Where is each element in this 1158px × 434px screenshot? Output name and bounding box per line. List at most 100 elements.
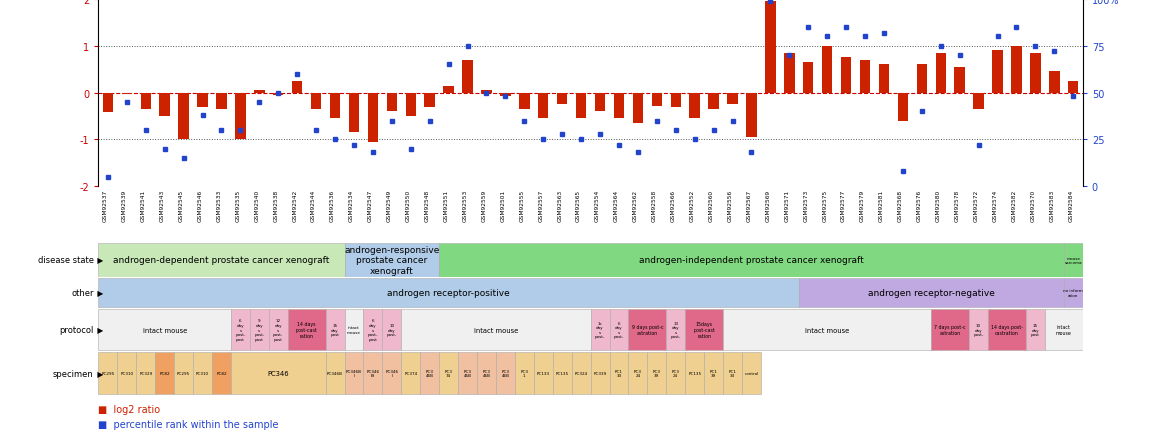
- Bar: [477, 352, 496, 394]
- Text: no inform
ation: no inform ation: [1063, 289, 1083, 297]
- Bar: [609, 352, 629, 394]
- Text: androgen-dependent prostate cancer xenograft: androgen-dependent prostate cancer xenog…: [113, 256, 330, 265]
- Text: GSM92579: GSM92579: [860, 189, 865, 222]
- Text: specimen: specimen: [53, 369, 94, 378]
- Text: GSM92580: GSM92580: [936, 189, 940, 222]
- Text: intact
mouse: intact mouse: [347, 326, 361, 334]
- Text: PC346
BI: PC346 BI: [366, 369, 380, 378]
- Text: GSM92539: GSM92539: [122, 189, 127, 222]
- Bar: [704, 352, 723, 394]
- Text: PC135: PC135: [556, 371, 569, 375]
- Text: GSM92572: GSM92572: [974, 189, 979, 222]
- Bar: [178, 93, 189, 140]
- Text: GSM92566: GSM92566: [670, 189, 676, 221]
- Text: GSM92578: GSM92578: [954, 189, 960, 222]
- Text: ■  log2 ratio: ■ log2 ratio: [98, 404, 161, 414]
- Text: 6
day
s
post-
post: 6 day s post- post: [235, 319, 245, 341]
- Bar: [988, 309, 1026, 351]
- Bar: [174, 352, 193, 394]
- Text: GSM92567: GSM92567: [747, 189, 752, 221]
- Bar: [212, 352, 230, 394]
- Text: PC339: PC339: [593, 371, 607, 375]
- Text: GSM92559: GSM92559: [482, 189, 486, 222]
- Text: PC329: PC329: [139, 371, 153, 375]
- Text: GSM92554: GSM92554: [595, 189, 600, 222]
- Bar: [1031, 54, 1041, 93]
- Text: 9 days post-c
astration: 9 days post-c astration: [631, 325, 664, 335]
- Bar: [632, 93, 643, 124]
- Bar: [496, 352, 515, 394]
- Text: PC3
74: PC3 74: [445, 369, 453, 378]
- Bar: [1045, 309, 1083, 351]
- Bar: [879, 65, 889, 93]
- Text: PC346
I: PC346 I: [386, 369, 398, 378]
- Bar: [670, 93, 681, 107]
- Text: GSM92569: GSM92569: [765, 189, 770, 221]
- Bar: [103, 93, 113, 113]
- Text: GSM92541: GSM92541: [141, 189, 146, 221]
- Text: intact mouse: intact mouse: [805, 327, 849, 333]
- Text: other: other: [72, 289, 94, 297]
- Text: GSM92581: GSM92581: [879, 189, 884, 221]
- Text: 1c
day
s
post-: 1c day s post-: [595, 321, 606, 339]
- Bar: [459, 352, 477, 394]
- Text: PC3
1: PC3 1: [520, 369, 528, 378]
- Text: androgen-independent prostate cancer xenograft: androgen-independent prostate cancer xen…: [639, 256, 864, 265]
- Text: PC3
24: PC3 24: [633, 369, 642, 378]
- Text: GSM92557: GSM92557: [538, 189, 543, 222]
- Text: 6
day
s
post-
post: 6 day s post- post: [368, 319, 378, 341]
- Bar: [897, 93, 908, 121]
- Bar: [197, 93, 207, 107]
- Text: PC374: PC374: [404, 371, 417, 375]
- Bar: [269, 309, 287, 351]
- Text: PC1
39: PC1 39: [710, 369, 718, 378]
- Bar: [140, 93, 151, 110]
- Bar: [723, 309, 931, 351]
- Bar: [364, 352, 382, 394]
- Bar: [802, 63, 813, 93]
- Text: PC3
46B: PC3 46B: [426, 369, 434, 378]
- Text: 10
day
post-: 10 day post-: [974, 323, 984, 336]
- Bar: [444, 86, 454, 93]
- Bar: [345, 352, 364, 394]
- Text: GSM92560: GSM92560: [709, 189, 713, 221]
- Text: GSM92546: GSM92546: [198, 189, 203, 221]
- Bar: [137, 352, 155, 394]
- Text: ▶: ▶: [95, 289, 103, 297]
- Bar: [614, 93, 624, 119]
- Text: androgen receptor-positive: androgen receptor-positive: [387, 289, 510, 297]
- Bar: [709, 93, 719, 110]
- Text: 15
day
post: 15 day post: [330, 323, 339, 336]
- Text: 14 days
post-cast
ration: 14 days post-cast ration: [295, 322, 317, 338]
- Bar: [217, 93, 227, 110]
- Bar: [310, 93, 321, 110]
- Bar: [534, 352, 552, 394]
- Bar: [439, 244, 1064, 277]
- Text: PC82: PC82: [217, 371, 227, 375]
- Text: PC133: PC133: [536, 371, 550, 375]
- Text: GSM92556: GSM92556: [727, 189, 733, 221]
- Bar: [500, 93, 511, 97]
- Bar: [666, 309, 686, 351]
- Bar: [98, 278, 799, 308]
- Bar: [439, 352, 459, 394]
- Bar: [382, 352, 402, 394]
- Text: GSM92575: GSM92575: [822, 189, 827, 222]
- Bar: [591, 309, 609, 351]
- Bar: [746, 93, 756, 138]
- Text: disease state: disease state: [38, 256, 94, 265]
- Bar: [723, 352, 742, 394]
- Bar: [482, 91, 492, 93]
- Bar: [364, 309, 382, 351]
- Bar: [349, 93, 359, 133]
- Text: GSM92533: GSM92533: [217, 189, 221, 222]
- Bar: [1011, 46, 1021, 93]
- Bar: [742, 352, 761, 394]
- Text: GSM92564: GSM92564: [614, 189, 620, 221]
- Text: PC310: PC310: [196, 371, 210, 375]
- Text: GSM92540: GSM92540: [255, 189, 259, 222]
- Bar: [382, 309, 402, 351]
- Bar: [557, 93, 567, 105]
- Bar: [666, 352, 686, 394]
- Text: GSM92537: GSM92537: [103, 189, 108, 222]
